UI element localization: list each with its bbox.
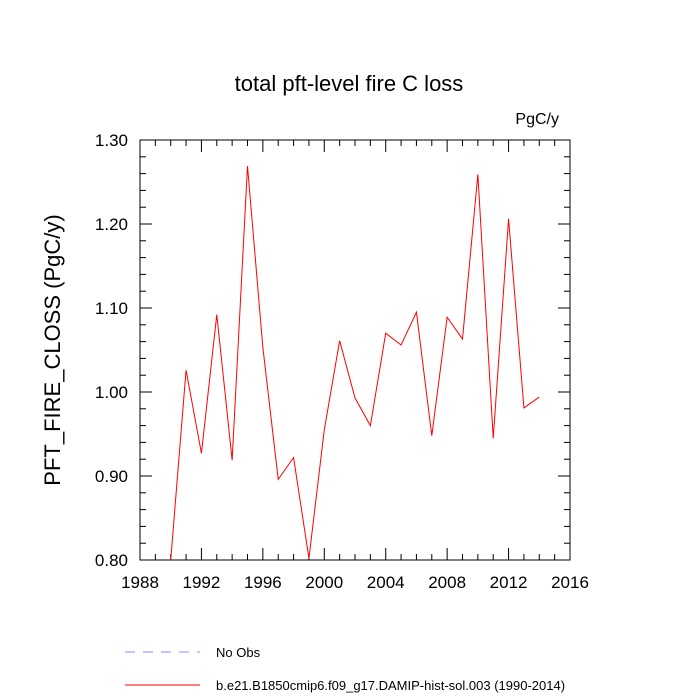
chart-title: total pft-level fire C loss <box>235 71 464 96</box>
legend-label: No Obs <box>216 645 261 660</box>
legend-label: b.e21.B1850cmip6.f09_g17.DAMIP-hist-sol.… <box>216 678 565 693</box>
y-axis-label: PFT_FIRE_CLOSS (PgC/y) <box>40 214 65 485</box>
x-tick-label: 1992 <box>183 573 221 592</box>
x-tick-label: 2016 <box>551 573 589 592</box>
legend: No Obs b.e21.B1850cmip6.f09_g17.DAMIP-his… <box>125 645 565 693</box>
y-tick-label: 1.30 <box>95 131 128 150</box>
y-tick-label: 1.20 <box>95 215 128 234</box>
y-tick-label: 1.10 <box>95 299 128 318</box>
x-tick-label: 2012 <box>490 573 528 592</box>
units-label: PgC/y <box>515 111 559 128</box>
x-tick-label: 2008 <box>428 573 466 592</box>
plot-frame <box>139 139 571 561</box>
x-tick-label: 1996 <box>244 573 282 592</box>
x-tick-label: 2000 <box>305 573 343 592</box>
series-line <box>170 165 540 561</box>
y-tick-label: 1.00 <box>95 383 128 402</box>
y-tick-label: 0.80 <box>95 551 128 570</box>
x-tick-label: 1988 <box>121 573 159 592</box>
y-tick-label: 0.90 <box>95 467 128 486</box>
x-tick-label: 2004 <box>367 573 405 592</box>
plot-area: 1988 1992 1996 2000 2004 2008 2012 2016 0.80 0.90… <box>95 131 589 592</box>
